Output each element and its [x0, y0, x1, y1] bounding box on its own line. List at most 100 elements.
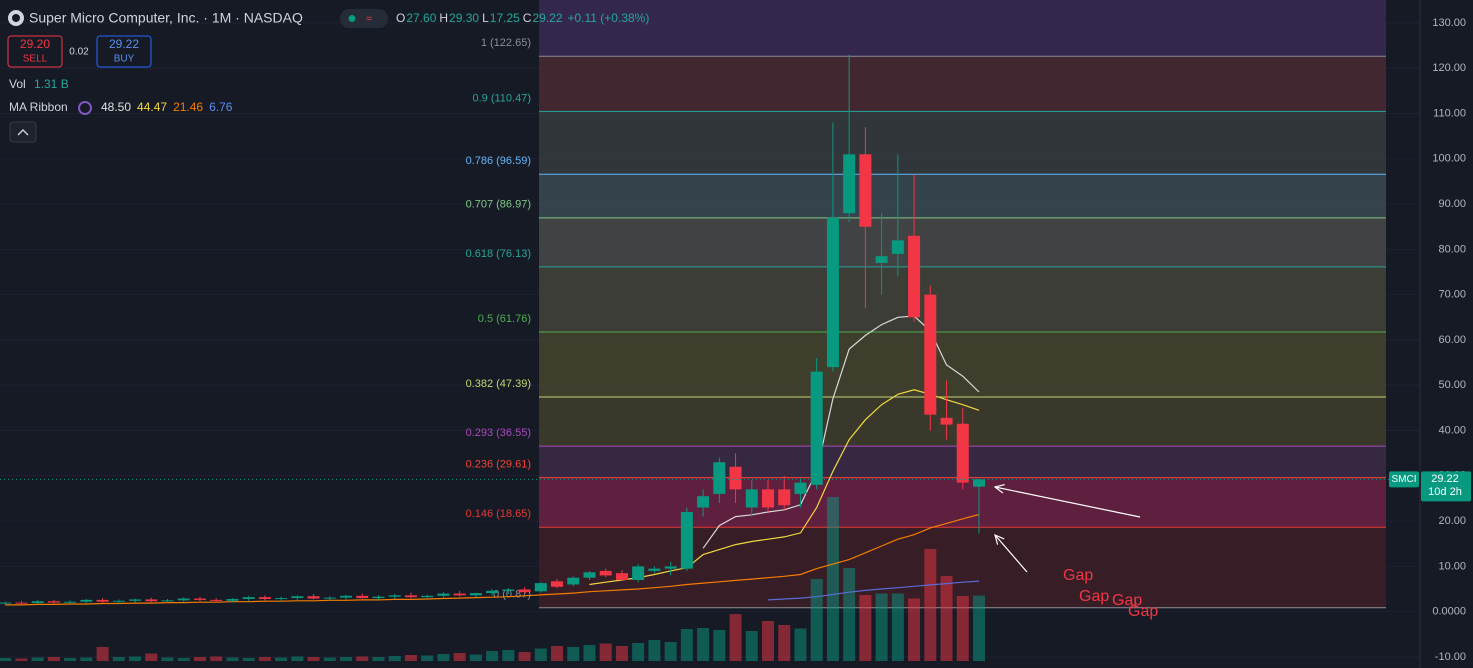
spread: 0.02 [69, 47, 89, 58]
sell-price: 29.20 [20, 37, 50, 51]
candle-body [859, 154, 872, 227]
candle-body [193, 598, 206, 600]
volume-bar [372, 657, 385, 661]
collapse-button[interactable] [9, 121, 37, 143]
candle-body [843, 154, 856, 214]
price-tag-value: 29.22 [1431, 473, 1459, 485]
y-tick-label: 70.00 [1438, 289, 1466, 301]
candle-body [973, 479, 985, 487]
annotation: Gap [1079, 588, 1109, 605]
candle-body [632, 566, 645, 580]
volume-bar [15, 658, 28, 661]
volume-bar [129, 656, 142, 661]
fib-label: 0.618 (76.13) [466, 248, 531, 260]
candle-body [615, 573, 628, 580]
candle-body [469, 593, 482, 596]
market-dot [348, 15, 356, 22]
volume-bar [875, 593, 888, 661]
ma-settings-icon[interactable] [78, 101, 92, 115]
volume-bar [64, 658, 77, 661]
sell-button[interactable] [7, 35, 63, 68]
volume-bar [47, 657, 60, 661]
ohlc-key: O [396, 11, 405, 25]
candle-body [567, 577, 580, 585]
volume-bar [486, 651, 499, 661]
buy-price: 29.22 [109, 37, 139, 51]
volume-bar [210, 656, 223, 661]
volume-bar [729, 614, 742, 661]
candle-body [437, 593, 450, 596]
candle-body [534, 583, 547, 592]
candle-body [502, 589, 515, 591]
ma-value: 44.47 [137, 100, 167, 114]
volume-bar [599, 643, 612, 661]
vol-value: 1.31 B [34, 77, 69, 91]
plot-area: 1 (122.65) 0.9 (110.47) 0.786 (96.59) 0.707… [0, 0, 1420, 661]
buy-button[interactable] [96, 35, 152, 68]
volume-bar [291, 656, 304, 661]
volume-bar [956, 596, 969, 661]
ohlc-key: L [482, 11, 489, 25]
volume-bar [437, 654, 450, 661]
ohlc-change: +0.11 (+0.38%) [568, 11, 650, 25]
fib-label: 0.707 (86.97) [466, 199, 531, 211]
candle-body [15, 602, 28, 604]
volume-bar [826, 497, 839, 661]
volume-bar [843, 568, 856, 661]
ma-value: 48.50 [101, 100, 131, 114]
fib-label: 0.9 (110.47) [472, 92, 531, 104]
volume-bar [226, 657, 239, 661]
price-axis [1420, 0, 1473, 668]
candle-body [810, 371, 823, 485]
y-tick-label: 110.00 [1433, 107, 1466, 119]
candle-body [599, 570, 612, 576]
annotation-arrow [994, 486, 1141, 518]
candle-body [242, 597, 255, 599]
annotation: Gap [1128, 603, 1158, 620]
price-tag-countdown: 10d 2h [1428, 486, 1462, 498]
candle-body [64, 601, 77, 603]
volume-bar [551, 646, 564, 661]
symbol-logo-inner [12, 14, 20, 22]
candle-body [307, 596, 320, 599]
candle-body [388, 595, 401, 597]
volume-bar [80, 657, 93, 661]
ma-value: 21.46 [173, 100, 203, 114]
volume-bar [0, 658, 12, 661]
candle-body [177, 598, 190, 601]
candle-body [323, 597, 336, 599]
symbol-tag-label: SMCI [1392, 474, 1417, 485]
volume-bar [891, 593, 904, 661]
volume-bar [340, 657, 353, 661]
collapse-icon [17, 129, 29, 136]
y-tick-label: 80.00 [1438, 243, 1466, 255]
annotation-arrow [994, 534, 1028, 573]
y-tick-label: 130.00 [1432, 17, 1466, 29]
candle-body [161, 600, 174, 602]
candle-body [583, 572, 596, 578]
volume-bar [388, 656, 401, 661]
candle-body [145, 599, 158, 602]
candle-body [826, 217, 839, 368]
volume-bar [356, 656, 369, 661]
volume-bar [632, 643, 645, 661]
y-tick-label: 100.00 [1432, 153, 1466, 165]
fib-band [539, 56, 1386, 112]
candle-body [908, 235, 921, 318]
volume-bar [145, 653, 158, 661]
status-pill[interactable] [340, 9, 388, 28]
volume-bar [713, 630, 726, 661]
ohlc-value: 27.60 [406, 11, 436, 25]
ohlc-key: H [439, 11, 448, 25]
fib-label: 0.146 (18.65) [466, 508, 531, 520]
fib-label: 1 (122.65) [481, 37, 531, 49]
volume-bar [469, 654, 482, 661]
candle-body [518, 589, 531, 593]
volume-bar [161, 657, 174, 661]
fib-label: 0.382 (47.39) [466, 378, 531, 390]
candle-body [291, 596, 304, 599]
volume-bar [924, 549, 937, 661]
candle-body [129, 599, 142, 601]
buy-label: BUY [114, 54, 135, 65]
volume-bar [664, 642, 677, 661]
